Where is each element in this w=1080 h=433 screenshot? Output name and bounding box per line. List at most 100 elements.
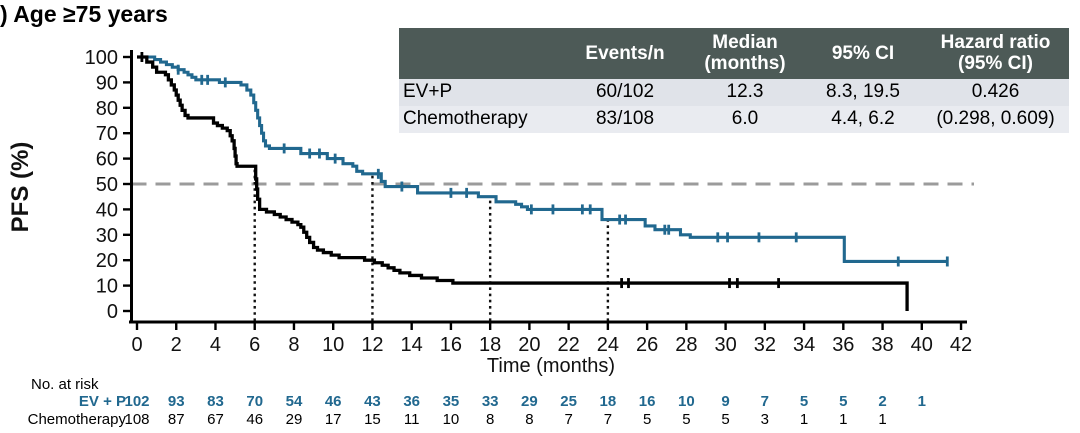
risk-value-ev-p-month-28: 10: [678, 393, 695, 410]
summary-chemo-ci: 4.4, 6.2: [831, 108, 895, 130]
x-tick-label-2: 2: [171, 334, 182, 356]
summary-evp-median: 12.3: [726, 81, 764, 103]
risk-value-ev-p-month-10: 46: [324, 393, 342, 410]
risk-value-chemotherapy-month-8: 29: [285, 411, 303, 428]
series-curve-chemotherapy: [137, 55, 909, 311]
summary-header-median: Median (months): [686, 28, 804, 79]
risk-value-ev-p-month-8: 54: [285, 393, 303, 410]
y-tick-label-80: 80: [96, 98, 118, 120]
x-tick-label-28: 28: [675, 334, 697, 356]
risk-value-chemotherapy-month-18: 8: [485, 411, 495, 428]
risk-value-chemotherapy-month-34: 1: [799, 411, 809, 428]
x-tick-label-4: 4: [210, 334, 221, 356]
risk-value-ev-p-month-40: 1: [917, 393, 926, 410]
x-tick-label-34: 34: [793, 334, 815, 356]
x-tick-label-0: 0: [131, 334, 142, 356]
risk-value-chemotherapy-month-20: 8: [525, 411, 534, 428]
x-tick-label-16: 16: [440, 334, 462, 356]
risk-heading: No. at risk: [31, 376, 99, 393]
risk-value-ev-p-month-30: 9: [721, 393, 730, 410]
y-tick-label-30: 30: [96, 225, 118, 247]
x-tick-label-38: 38: [871, 334, 893, 356]
summary-header-row: Events/n Median (months) 95% CI Hazard r…: [399, 28, 1069, 79]
y-axis-title: PFS (%): [7, 142, 34, 233]
x-tick-label-8: 8: [288, 334, 299, 356]
y-tick-label-50: 50: [96, 174, 118, 196]
number-at-risk-table: No. at risk EV + P Chemotherapy 102 93 83 7…: [0, 374, 1080, 433]
summary-table: Events/n Median (months) 95% CI Hazard r…: [399, 28, 1069, 133]
risk-value-ev-p-month-34: 5: [799, 393, 809, 410]
summary-evp-hr: 0.426: [971, 81, 1020, 103]
summary-evp-label: EV+P: [403, 81, 453, 103]
summary-chemo-label: Chemotherapy: [403, 108, 528, 130]
risk-value-chemotherapy-month-36: 1: [839, 411, 848, 428]
y-tick-label-40: 40: [96, 199, 118, 221]
risk-value-ev-p-month-0: 102: [124, 393, 150, 410]
km-plot: 0 2 4 6 8 10 12 14 16 18 20 22 24 26 28 30 32 34 36 38 40 420…: [7, 47, 974, 377]
risk-value-chemotherapy-month-28: 5: [682, 411, 691, 428]
y-tick-label-20: 20: [96, 250, 118, 272]
summary-row-evp: EV+P 60/102 12.3 8.3, 19.5 0.426: [399, 78, 1069, 106]
risk-value-ev-p-month-22: 25: [560, 393, 577, 410]
risk-value-ev-p-month-14: 36: [403, 393, 421, 410]
y-tick-label-0: 0: [107, 301, 118, 323]
risk-value-chemotherapy-month-2: 87: [167, 411, 185, 428]
risk-value-ev-p-month-26: 16: [638, 393, 656, 410]
y-tick-label-70: 70: [96, 123, 118, 145]
risk-value-chemotherapy-month-38: 1: [878, 411, 887, 428]
risk-label-chemo: Chemotherapy: [27, 411, 126, 428]
risk-value-ev-p-month-4: 83: [207, 393, 224, 410]
summary-chemo-median: 6.0: [731, 108, 759, 130]
risk-value-chemotherapy-month-6: 46: [246, 411, 264, 428]
y-tick-label-60: 60: [96, 149, 118, 171]
x-tick-label-24: 24: [597, 334, 619, 356]
x-tick-label-42: 42: [950, 334, 972, 356]
x-tick-label-26: 26: [636, 334, 658, 356]
risk-value-ev-p-month-36: 5: [839, 393, 848, 410]
summary-evp-ci: 8.3, 19.5: [826, 81, 900, 103]
risk-value-chemotherapy-month-22: 7: [564, 411, 573, 428]
risk-value-ev-p-month-38: 2: [878, 393, 887, 410]
risk-value-chemotherapy-month-0: 108: [124, 411, 150, 428]
summary-chemo-events: 83/108: [595, 108, 655, 130]
summary-row-chemo: Chemotherapy 83/108 6.0 4.4, 6.2 (0.298,…: [399, 105, 1069, 133]
risk-value-chemotherapy-month-24: 7: [603, 411, 613, 428]
x-tick-label-22: 22: [558, 334, 580, 356]
risk-value-chemotherapy-month-26: 5: [642, 411, 652, 428]
risk-value-chemotherapy-month-10: 17: [324, 411, 342, 428]
x-tick-label-14: 14: [401, 334, 423, 356]
x-tick-label-40: 40: [911, 334, 933, 356]
risk-value-ev-p-month-20: 29: [521, 393, 538, 410]
figure-title: ) Age ≥75 years: [0, 1, 168, 27]
risk-value-chemotherapy-month-12: 15: [364, 411, 381, 428]
summary-header-events: Events/n: [564, 28, 686, 79]
summary-header-blank: [399, 28, 564, 79]
x-tick-label-30: 30: [714, 334, 736, 356]
risk-value-chemotherapy-month-4: 67: [207, 411, 224, 428]
summary-chemo-hr: (0.298, 0.609): [936, 108, 1055, 130]
risk-value-ev-p-month-16: 35: [442, 393, 460, 410]
summary-header-hr: Hazard ratio (95% CI): [922, 28, 1069, 79]
summary-evp-events: 60/102: [595, 81, 655, 103]
x-tick-label-20: 20: [518, 334, 540, 356]
risk-value-chemotherapy-month-14: 11: [403, 411, 420, 428]
risk-value-ev-p-month-2: 93: [167, 393, 185, 410]
risk-value-ev-p-month-18: 33: [481, 393, 499, 410]
y-tick-label-100: 100: [85, 47, 118, 69]
risk-value-chemotherapy-month-32: 3: [760, 411, 769, 428]
x-tick-label-32: 32: [754, 334, 776, 356]
x-tick-label-6: 6: [249, 334, 260, 356]
series-curve-ev-p: [137, 55, 949, 264]
x-tick-label-12: 12: [361, 334, 383, 356]
x-axis-title: Time (months): [487, 355, 615, 377]
y-tick-label-10: 10: [96, 276, 118, 298]
risk-value-chemotherapy-month-30: 5: [721, 411, 730, 428]
risk-value-chemotherapy-month-16: 10: [442, 411, 460, 428]
summary-header-ci: 95% CI: [804, 28, 922, 79]
risk-value-ev-p-month-12: 43: [364, 393, 381, 410]
x-tick-label-10: 10: [322, 334, 344, 356]
risk-value-ev-p-month-6: 70: [246, 393, 264, 410]
x-tick-label-36: 36: [832, 334, 854, 356]
risk-label-evp: EV + P: [78, 393, 126, 410]
